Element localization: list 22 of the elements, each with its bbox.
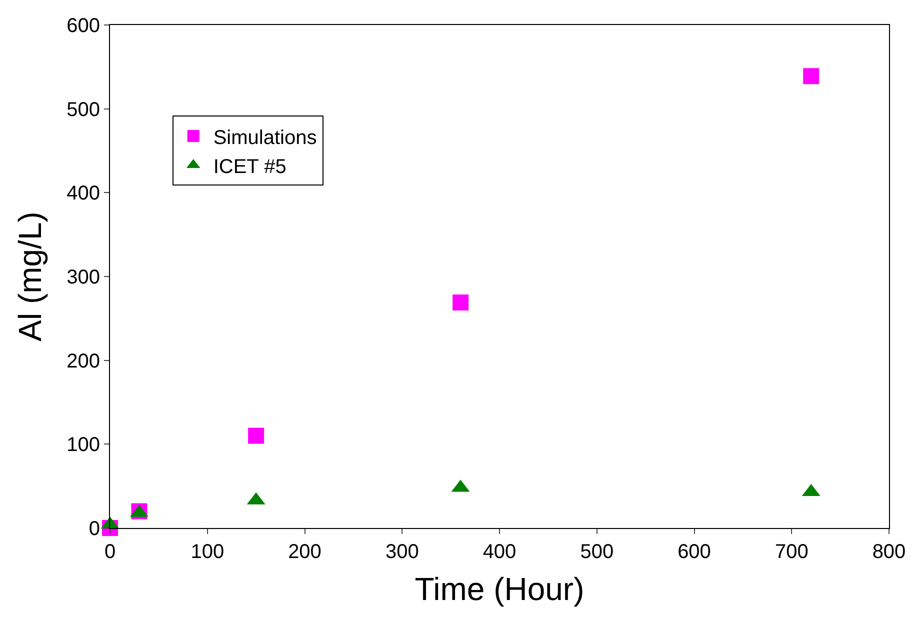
x-tick-label: 0 bbox=[104, 541, 116, 563]
x-tick-label: 600 bbox=[678, 541, 711, 563]
y-tick-label: 500 bbox=[66, 98, 100, 121]
y-tick-label: 600 bbox=[66, 15, 100, 37]
point bbox=[452, 294, 469, 310]
legend-label: Simulations bbox=[213, 126, 317, 149]
y-axis-title: Al (mg/L) bbox=[12, 212, 48, 342]
x-tick-label: 400 bbox=[482, 541, 516, 563]
y-tick-label: 0 bbox=[88, 518, 100, 540]
legend-label: ICET #5 bbox=[213, 156, 286, 178]
y-tick-label: 300 bbox=[66, 266, 100, 288]
y-tick-label: 400 bbox=[66, 182, 100, 205]
x-axis-title: Time (Hour) bbox=[414, 570, 584, 607]
point bbox=[803, 68, 820, 84]
y-tick-label: 200 bbox=[66, 350, 100, 372]
x-tick-label: 100 bbox=[190, 541, 224, 563]
x-tick-label: 700 bbox=[774, 541, 808, 563]
x-tick-label: 300 bbox=[385, 541, 419, 563]
x-tick-label: 200 bbox=[288, 541, 322, 563]
x-tick-label: 500 bbox=[580, 541, 614, 563]
x-tick-label: 800 bbox=[872, 541, 906, 563]
y-tick-label: 100 bbox=[66, 434, 100, 456]
